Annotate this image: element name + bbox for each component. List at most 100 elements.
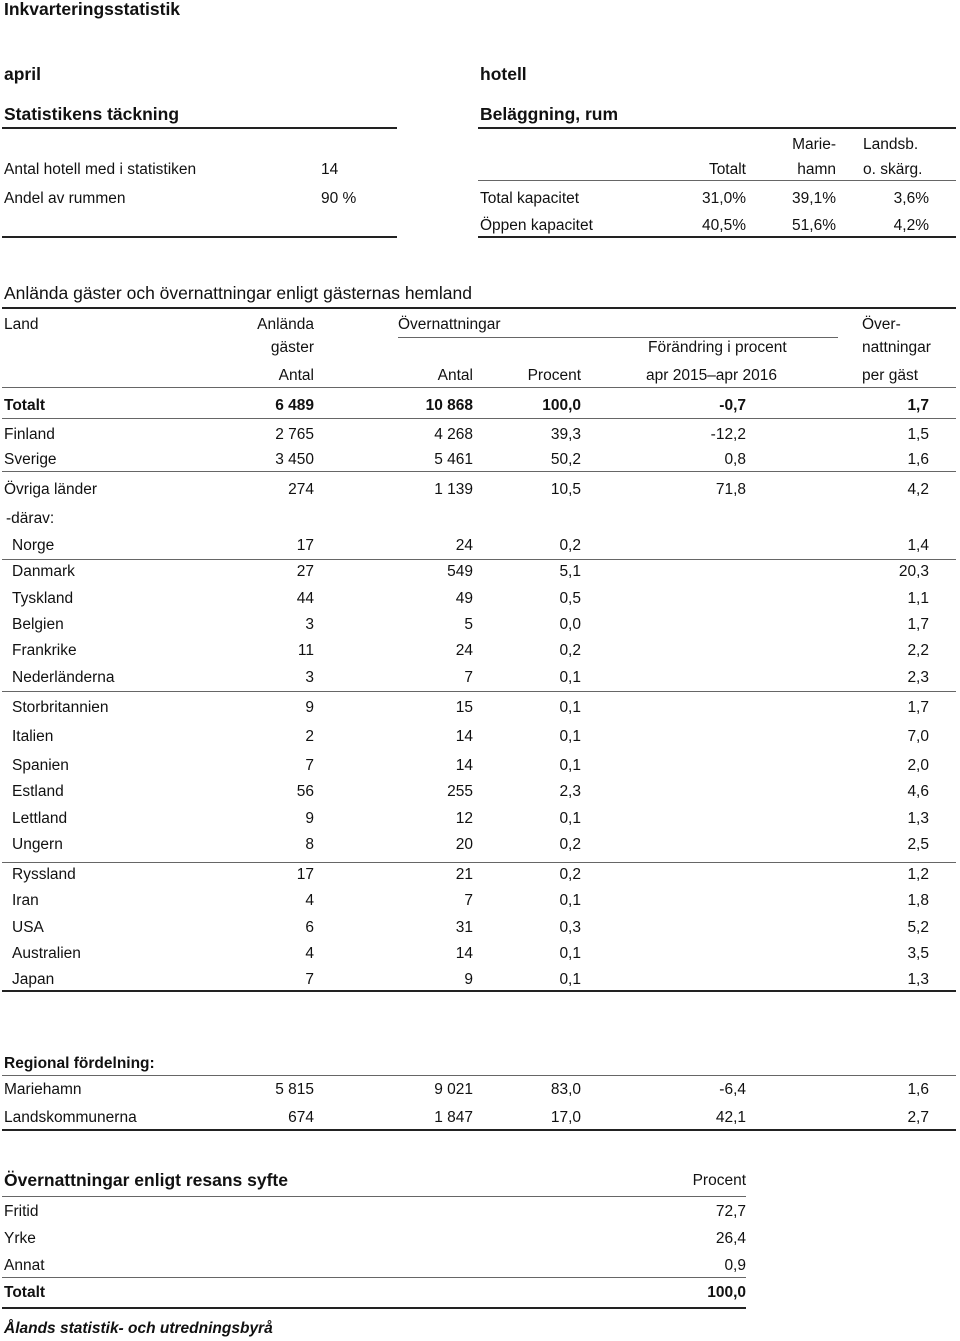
row-arrived: 11 (297, 642, 314, 659)
main-bottom-divider (2, 990, 956, 992)
row-land: Norge (12, 537, 55, 554)
occupancy-row-landsb: 4,2% (893, 217, 929, 234)
purpose-bottom-divider (2, 1307, 746, 1309)
occupancy-row-label: Öppen kapacitet (480, 217, 593, 234)
coverage-hotels-value: 14 (321, 161, 339, 178)
row-arrived: 6 489 (275, 397, 314, 414)
row-arrived: 5 815 (275, 1081, 314, 1098)
row-per: 7,0 (907, 728, 929, 745)
purpose-total-divider (2, 1277, 746, 1278)
row-land: Frankrike (12, 642, 77, 659)
row-land: Japan (12, 971, 55, 988)
row-per: 1,3 (907, 971, 929, 988)
row-land: Iran (12, 892, 39, 909)
row-per: 2,3 (907, 669, 929, 686)
row-land: Övriga länder (4, 481, 98, 498)
purpose-total-value: 100,0 (707, 1284, 746, 1301)
row-change: -12,2 (710, 426, 746, 443)
row-per: 4,2 (907, 481, 929, 498)
row-per: 20,3 (898, 563, 929, 580)
row-arrived: 674 (288, 1109, 314, 1126)
coverage-divider (2, 127, 397, 129)
row-nights: 5 (464, 616, 473, 633)
row-change: -0,7 (719, 397, 746, 414)
coverage-rooms-label: Andel av rummen (4, 190, 126, 207)
row-arrived: 3 (305, 669, 314, 686)
row-arrived: 4 (305, 892, 314, 909)
row-per: 1,3 (907, 810, 929, 827)
regional-divider (2, 1075, 956, 1076)
purpose-value: 0,9 (724, 1257, 746, 1274)
row-arrived: 7 (305, 971, 314, 988)
row-land: Belgien (12, 616, 64, 633)
col-header-per-2: nattningar (862, 339, 931, 356)
occupancy-col-landsb-2: o. skärg. (863, 161, 923, 178)
col-header-change: Förändring i procent (648, 339, 787, 356)
row-arrived: 8 (305, 836, 314, 853)
row-land: Finland (4, 426, 55, 443)
row-nights: 15 (455, 699, 473, 716)
row-land: Australien (12, 945, 81, 962)
row-land: Sverige (4, 451, 57, 468)
sub-header-antal: Antal (278, 367, 314, 384)
row-nights: 549 (447, 563, 473, 580)
col-header-nights: Övernattningar (398, 316, 501, 333)
row-pct: 0,1 (559, 945, 581, 962)
row-land: Landskommunerna (4, 1109, 137, 1126)
occupancy-row-total: 31,0% (702, 190, 746, 207)
row-arrived: 6 (305, 919, 314, 936)
row-per: 1,7 (907, 397, 929, 414)
row-per: 1,4 (907, 537, 929, 554)
occupancy-row-mariehamn: 51,6% (792, 217, 836, 234)
row-land: Tyskland (12, 590, 74, 607)
row-land: Spanien (12, 757, 69, 774)
row-divider (2, 559, 956, 560)
row-arrived: 56 (296, 783, 314, 800)
row-pct: 0,1 (559, 757, 581, 774)
row-arrived: 2 (305, 728, 314, 745)
row-arrived: 44 (296, 590, 314, 607)
row-arrived: 9 (305, 699, 314, 716)
occupancy-col-total: Totalt (708, 161, 746, 178)
purpose-label: Annat (4, 1257, 45, 1274)
row-nights: 24 (455, 537, 473, 554)
purpose-value: 72,7 (715, 1203, 746, 1220)
page-title: Inkvarteringsstatistik (4, 0, 181, 19)
row-land: Ryssland (12, 866, 76, 883)
row-arrived: 3 450 (275, 451, 314, 468)
occupancy-col-mariehamn-2: hamn (797, 161, 836, 178)
row-pct: 50,2 (550, 451, 581, 468)
row-pct: 0,1 (559, 892, 581, 909)
col-header-nights-divider (398, 337, 838, 338)
row-pct: 0,2 (559, 836, 581, 853)
row-nights: 14 (455, 728, 473, 745)
row-per: 1,6 (907, 451, 929, 468)
row-nights: 21 (455, 866, 473, 883)
col-header-per-1: Över- (862, 316, 901, 333)
row-pct: 0,1 (559, 728, 581, 745)
row-pct: 5,1 (559, 563, 581, 580)
category-label: hotell (480, 64, 527, 84)
row-divider (2, 691, 956, 692)
row-arrived: 27 (296, 563, 314, 580)
row-per: 2,5 (907, 836, 929, 853)
row-per: 1,5 (907, 426, 929, 443)
row-land: Estland (12, 783, 64, 800)
row-nights: 255 (447, 783, 473, 800)
row-arrived: 2 765 (275, 426, 314, 443)
row-land: Storbritannien (12, 699, 109, 716)
row-arrived: 274 (288, 481, 314, 498)
occupancy-row-mariehamn: 39,1% (792, 190, 836, 207)
sub-header-period: apr 2015–apr 2016 (646, 367, 778, 384)
row-per: 1,7 (907, 699, 929, 716)
row-pct: 0,5 (559, 590, 581, 607)
row-change: 0,8 (724, 451, 746, 468)
occupancy-header-divider (478, 180, 956, 181)
row-change: -6,4 (719, 1081, 746, 1098)
row-nights: 24 (455, 642, 473, 659)
occupancy-col-landsb-1: Landsb. (863, 136, 919, 153)
row-nights: 7 (464, 892, 473, 909)
purpose-total-label: Totalt (4, 1284, 46, 1301)
occupancy-col-mariehamn-1: Marie- (792, 136, 836, 153)
row-per: 1,1 (907, 590, 929, 607)
